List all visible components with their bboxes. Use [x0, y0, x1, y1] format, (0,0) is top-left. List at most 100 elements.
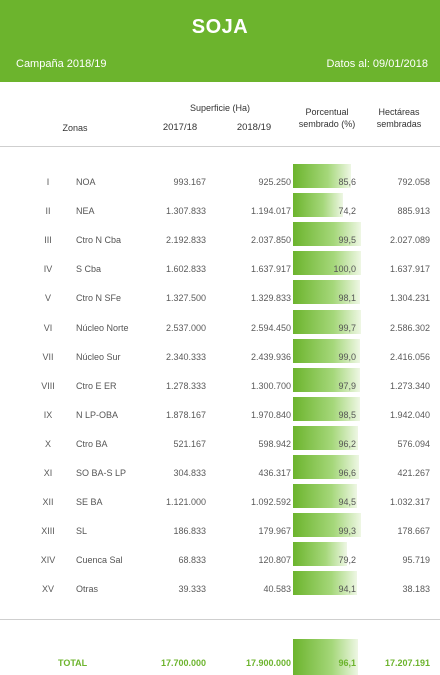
surface-2018-19: 1.637.917	[250, 264, 291, 274]
total-2017-18: 17.700.000	[160, 658, 206, 668]
hectares-sown: 421.267	[397, 468, 430, 478]
surface-2018-19: 598.942	[258, 439, 291, 449]
zone-number: VIII	[41, 381, 55, 391]
percent-sown: 96,6	[338, 468, 356, 478]
surface-2018-19: 1.194.017	[250, 206, 291, 216]
surface-2017-18: 2.192.833	[165, 235, 206, 245]
surface-2018-19: 925.250	[258, 177, 291, 187]
surface-2018-19: 2.037.850	[250, 235, 291, 245]
column-header-porcentual-line1: Porcentual	[305, 107, 349, 117]
column-header-hectareas-line1: Hectáreas	[378, 107, 420, 117]
zone-name: Ctro BA	[76, 439, 108, 449]
percent-sown: 97,9	[338, 381, 356, 391]
percent-bar	[293, 542, 347, 566]
surface-2018-19: 2.439.936	[250, 352, 291, 362]
surface-2017-18: 39.333	[178, 584, 206, 594]
percent-sown: 85,6	[338, 177, 356, 187]
percent-sown: 99,0	[338, 352, 356, 362]
percent-sown: 79,2	[338, 555, 356, 565]
column-header-porcentual-line2: sembrado (%)	[298, 119, 356, 129]
surface-2017-18: 1.121.000	[165, 497, 206, 507]
column-header-hectareas-line2: sembradas	[376, 119, 422, 129]
percent-sown: 94,5	[338, 497, 356, 507]
surface-2018-19: 436.317	[258, 468, 291, 478]
page-title: SOJA	[191, 16, 249, 38]
surface-2017-18: 68.833	[178, 555, 206, 565]
percent-bar	[293, 339, 360, 363]
zone-number: XI	[43, 468, 53, 478]
zone-number: IV	[43, 264, 53, 274]
hectares-sown: 1.032.317	[389, 497, 430, 507]
hectares-sown: 38.183	[402, 584, 430, 594]
zone-name: S Cba	[76, 264, 102, 274]
percent-sown: 99,3	[338, 526, 356, 536]
hectares-sown: 576.094	[397, 439, 430, 449]
zone-number: VI	[43, 323, 53, 333]
total-percent-bar	[293, 639, 358, 675]
total-divider	[0, 619, 440, 620]
percent-sown: 98,5	[338, 410, 356, 420]
surface-2017-18: 1.327.500	[165, 293, 206, 303]
surface-2018-19: 1.300.700	[250, 381, 291, 391]
zone-number: XIII	[41, 526, 55, 536]
surface-2017-18: 1.602.833	[165, 264, 206, 274]
hectares-sown: 1.304.231	[389, 293, 430, 303]
zone-name: SL	[76, 526, 88, 536]
header-banner: SOJA Campaña 2018/19 Datos al: 09/01/201…	[0, 0, 440, 82]
hectares-sown: 885.913	[397, 206, 430, 216]
zone-number: XV	[41, 584, 54, 594]
percent-bar	[293, 571, 357, 595]
zone-name: Ctro N SFe	[76, 293, 122, 303]
surface-2018-19: 1.329.833	[250, 293, 291, 303]
percent-bar	[293, 484, 357, 508]
percent-sown: 94,1	[338, 584, 356, 594]
zone-number: XIV	[40, 555, 56, 565]
column-header-2017-18: 2017/18	[162, 122, 198, 133]
percent-bar	[293, 164, 351, 188]
percent-bar	[293, 310, 361, 334]
zone-number: XII	[42, 497, 54, 507]
zone-name: Ctro E ER	[76, 381, 117, 391]
total-hectareas: 17.207.191	[384, 658, 430, 668]
hectares-sown: 178.667	[397, 526, 430, 536]
zone-number: II	[45, 206, 51, 216]
surface-2018-19: 120.807	[258, 555, 291, 565]
hectares-sown: 2.027.089	[389, 235, 430, 245]
surface-2018-19: 1.092.592	[250, 497, 291, 507]
percent-bar	[293, 455, 359, 479]
column-header-porcentual: Porcentual sembrado (%)	[290, 106, 364, 130]
percent-sown: 96,2	[338, 439, 356, 449]
percent-bar	[293, 513, 361, 537]
percent-sown: 99,7	[338, 323, 356, 333]
column-header-hectareas: Hectáreas sembradas	[362, 106, 436, 130]
percent-bar	[293, 193, 343, 217]
surface-2017-18: 186.833	[173, 526, 206, 536]
data-date-label: Datos al: 09/01/2018	[326, 58, 428, 70]
percent-sown: 99,5	[338, 235, 356, 245]
total-2018-19: 17.900.000	[245, 658, 291, 668]
hectares-sown: 1.273.340	[389, 381, 430, 391]
zone-name: Núcleo Sur	[76, 352, 121, 362]
percent-sown: 74,2	[338, 206, 356, 216]
percent-bar	[293, 222, 361, 246]
hectares-sown: 1.637.917	[389, 264, 430, 274]
surface-2017-18: 304.833	[173, 468, 206, 478]
surface-2018-19: 179.967	[258, 526, 291, 536]
zone-number: V	[44, 293, 51, 303]
column-header-2018-19: 2018/19	[236, 122, 272, 133]
zone-name: N LP-OBA	[76, 410, 119, 420]
total-label: TOTAL	[58, 658, 88, 668]
hectares-sown: 1.942.040	[389, 410, 430, 420]
percent-bar	[293, 280, 360, 304]
zone-name: SE BA	[76, 497, 103, 507]
percent-bar	[293, 368, 360, 392]
zone-number: I	[46, 177, 50, 187]
surface-2018-19: 40.583	[263, 584, 291, 594]
column-header-zonas: Zonas	[62, 123, 88, 133]
surface-2017-18: 993.167	[173, 177, 206, 187]
zone-number: IX	[43, 410, 53, 420]
total-percent: 96,1	[338, 658, 356, 668]
zone-name: NEA	[76, 206, 95, 216]
percent-bar	[293, 251, 361, 275]
zone-name: SO BA-S LP	[76, 468, 127, 478]
